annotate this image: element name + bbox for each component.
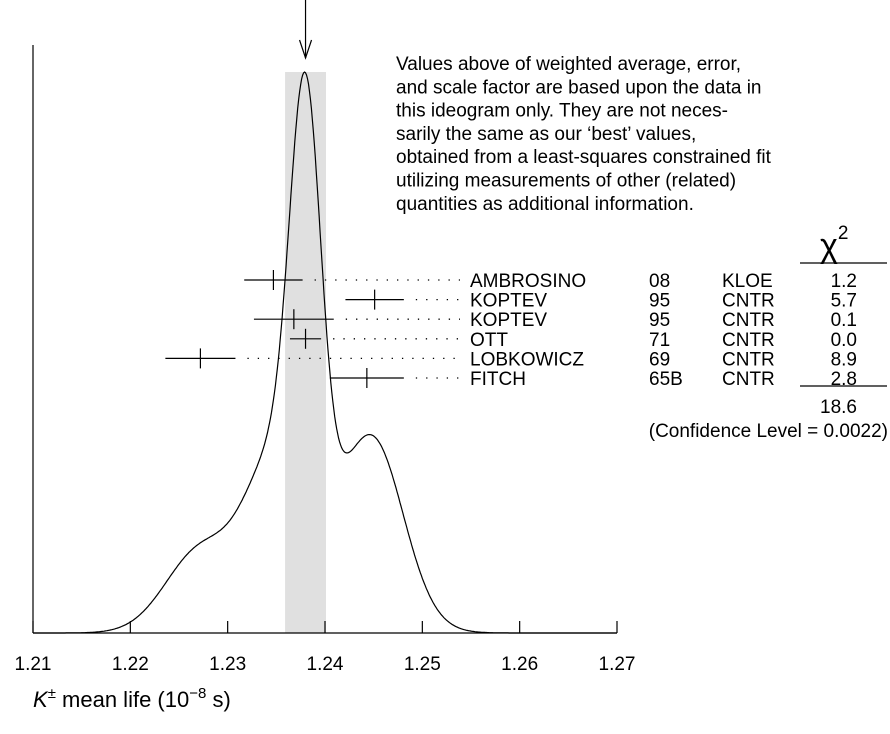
- measurement-name: LOBKOWICZ: [470, 349, 584, 370]
- arrow-head: [298, 39, 313, 60]
- chi2-header: χ2: [820, 223, 848, 265]
- measurement-experiment: CNTR: [722, 349, 775, 370]
- x-tick-label: 1.22: [112, 654, 149, 675]
- note-line: and scale factor are based upon the data…: [396, 77, 761, 98]
- x-axis-label-part: K: [33, 687, 49, 712]
- measurement-experiment: CNTR: [722, 330, 775, 351]
- x-axis-label-part: ±: [48, 685, 56, 702]
- x-tick-label: 1.25: [404, 654, 441, 675]
- measurement-name: KOPTEV: [470, 310, 547, 331]
- note-line: sarily the same as our ‘best’ values,: [396, 124, 696, 145]
- measurement-chi2: 1.2: [831, 271, 857, 292]
- measurement-chi2: 5.7: [831, 291, 857, 312]
- measurement-name: AMBROSINO: [470, 271, 586, 292]
- x-axis-label-part: mean life (10: [56, 687, 189, 712]
- measurement-year: 71: [649, 330, 670, 351]
- x-tick-label: 1.26: [501, 654, 538, 675]
- measurement-year: 95: [649, 291, 670, 312]
- measurement-experiment: CNTR: [722, 369, 775, 390]
- measurement-name: OTT: [470, 330, 508, 351]
- measurement-experiment: CNTR: [722, 291, 775, 312]
- note-line: utilizing measurements of other (related…: [396, 171, 736, 192]
- average-band: [285, 72, 326, 633]
- x-tick-label: 1.21: [15, 654, 52, 675]
- measurement-chi2: 2.8: [831, 369, 857, 390]
- x-tick-label: 1.23: [209, 654, 246, 675]
- measurement-experiment: CNTR: [722, 310, 775, 331]
- note-line: Values above of weighted average, error,: [396, 54, 741, 75]
- chi2-symbol: χ: [820, 227, 838, 265]
- measurement-experiment: KLOE: [722, 271, 773, 292]
- note-line: quantities as additional information.: [396, 194, 694, 215]
- measurement-year: 08: [649, 271, 670, 292]
- measurement-name: KOPTEV: [470, 291, 547, 312]
- ideogram-curve: [33, 71, 617, 634]
- note-line: obtained from a least-squares constraine…: [396, 147, 772, 168]
- confidence-level: (Confidence Level = 0.0022): [649, 421, 888, 442]
- chi2-total: 18.6: [820, 397, 857, 418]
- x-axis-label-part: −8: [189, 685, 206, 702]
- measurement-year: 69: [649, 349, 670, 370]
- x-tick-label: 1.24: [307, 654, 344, 675]
- measurement-chi2: 0.1: [831, 310, 857, 331]
- measurement-chi2: 0.0: [831, 330, 857, 351]
- measurement-year: 95: [649, 310, 670, 331]
- chi2-exponent: 2: [838, 223, 849, 244]
- measurement-name: FITCH: [470, 369, 526, 390]
- x-axis-label-part: s): [206, 687, 230, 712]
- x-tick-label: 1.27: [599, 654, 636, 675]
- note-line: this ideogram only. They are not neces-: [396, 101, 728, 122]
- measurement-year: 65B: [649, 369, 683, 390]
- measurement-chi2: 8.9: [831, 349, 857, 370]
- x-axis-label: K± mean life (10−8 s): [33, 685, 231, 712]
